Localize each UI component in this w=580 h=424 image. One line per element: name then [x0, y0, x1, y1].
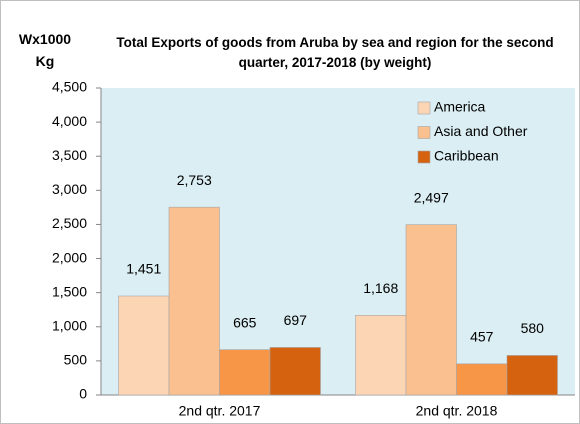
y-tick-label: 1,000 — [52, 317, 87, 333]
data-label: 457 — [470, 329, 494, 345]
data-label: 580 — [521, 320, 545, 336]
bar — [355, 315, 407, 396]
y-axis-label: Wx1000 Kg — [18, 31, 72, 69]
data-label: 697 — [284, 312, 308, 328]
bar — [506, 355, 558, 396]
legend-label: America — [434, 99, 486, 115]
bar — [219, 349, 271, 396]
data-label: 2,497 — [414, 189, 449, 205]
y-tick-label: 0 — [79, 386, 87, 402]
y-tick-label: 3,000 — [52, 181, 87, 197]
data-label: 2,753 — [177, 172, 212, 188]
bar — [168, 206, 220, 396]
data-label: 1,168 — [363, 280, 398, 296]
bar — [269, 347, 321, 396]
y-tick-label: 1,500 — [52, 283, 87, 299]
y-tick-label: 4,000 — [52, 113, 87, 129]
legend-label: Asia and Other — [434, 123, 528, 139]
bar — [118, 295, 170, 396]
bar — [456, 363, 508, 396]
chart-title: Total Exports of goods from Aruba by sea… — [116, 35, 554, 70]
legend-swatch — [417, 101, 431, 115]
y-tick-label: 3,500 — [52, 147, 87, 163]
y-tick-label: 4,500 — [52, 79, 87, 95]
x-tick-label: 2nd qtr. 2018 — [416, 403, 498, 419]
legend-swatch — [417, 150, 431, 164]
legend-label: Caribbean — [434, 148, 499, 164]
x-tick-label: 2nd qtr. 2017 — [179, 403, 261, 419]
data-label: 1,451 — [126, 261, 161, 277]
y-tick-label: 2,000 — [52, 249, 87, 265]
data-label: 665 — [233, 314, 257, 330]
bar — [405, 224, 457, 396]
y-tick-label: 2,500 — [52, 215, 87, 231]
y-tick-label: 500 — [64, 352, 88, 368]
legend-swatch — [417, 126, 431, 139]
